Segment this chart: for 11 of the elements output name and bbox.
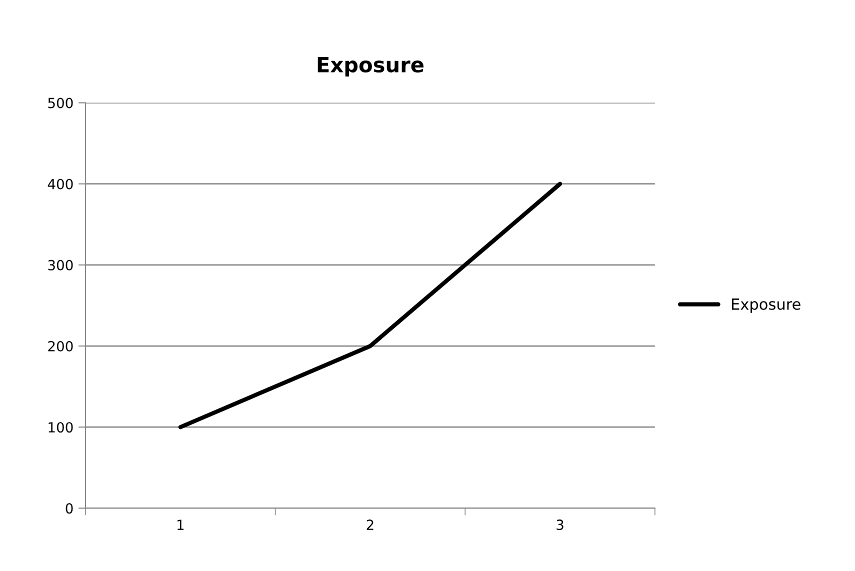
- y-tick-label: 100: [48, 422, 73, 433]
- legend-label: Exposure: [732, 298, 800, 313]
- y-tick-label: 0: [66, 503, 73, 514]
- y-tick-label: 300: [48, 260, 73, 270]
- y-tick-label: 500: [48, 98, 73, 108]
- y-tick-label: 200: [48, 340, 73, 352]
- x-tick-label: 1: [178, 520, 184, 530]
- x-tick-label: 3: [556, 520, 564, 530]
- x-tick-label: 2: [366, 520, 374, 530]
- chart-title: Exposure: [318, 57, 424, 77]
- y-tick-label: 400: [48, 178, 73, 190]
